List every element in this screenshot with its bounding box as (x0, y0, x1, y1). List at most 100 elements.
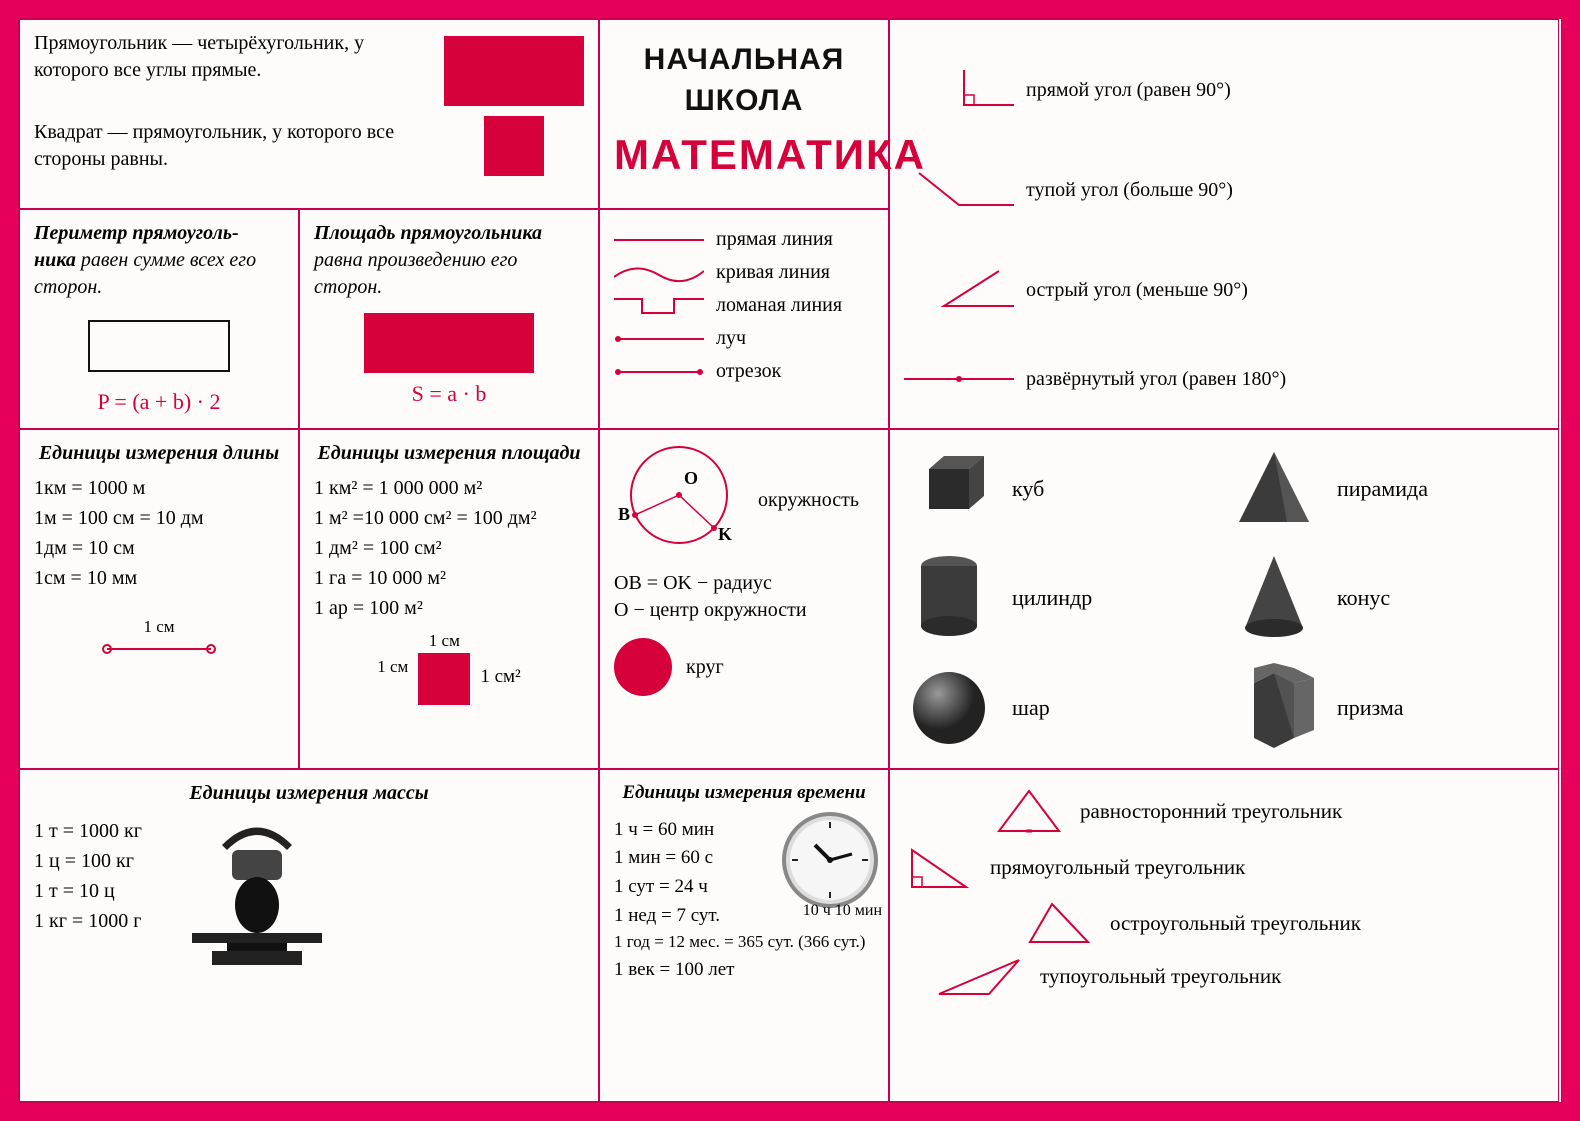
perimeter-formula: P = (a + b) · 2 (34, 387, 284, 417)
len-row-2: 1дм = 10 см (34, 535, 284, 562)
circle-diagram: O B K (614, 440, 744, 560)
solid-label-4: шар (1012, 693, 1050, 723)
ray-icon (614, 331, 704, 347)
sq-left: 1 см (377, 656, 408, 679)
ruler-label: 1 см (34, 616, 284, 639)
obtuse-triangle-icon (934, 954, 1024, 999)
area-row-0: 1 км² = 1 000 000 м² (314, 475, 584, 502)
area-formula: S = a · b (314, 379, 584, 409)
rect-def-text: Прямоугольник — четырёхугольник, у котор… (34, 30, 424, 84)
acute-angle-icon (904, 266, 1014, 316)
tri-label-3: тупоугольный треугольник (1040, 962, 1281, 990)
time-row-5: 1 век = 100 лет (614, 957, 874, 983)
panel-units-time: Единицы измерения времени 1 ч = 60 мин 1… (599, 769, 889, 1102)
radius-text: OB = OK − радиус (614, 570, 874, 597)
sq-top: 1 см (418, 630, 470, 653)
line-label-3: луч (716, 325, 746, 352)
svg-text:O: O (684, 468, 698, 488)
panel-solids: куб пирамида цилиндр конус шар призма (889, 429, 1559, 769)
units-length-heading: Единицы измерения длины (34, 440, 284, 467)
units-time-heading: Единицы измерения времени (614, 780, 874, 806)
cube-icon (904, 444, 994, 534)
mass-row-1: 1 ц = 100 кг (34, 848, 142, 875)
area-row-2: 1 дм² = 100 см² (314, 535, 584, 562)
units-mass-heading: Единицы измерения массы (34, 780, 584, 807)
cone-icon (1229, 548, 1319, 648)
area-row-3: 1 га = 10 000 м² (314, 565, 584, 592)
center-text: O − центр окружности (614, 597, 874, 624)
obtuse-angle-icon (904, 165, 1014, 215)
solid-label-5: призма (1337, 693, 1403, 723)
tri-label-2: остроугольный треугольник (1110, 909, 1361, 937)
straight-line-icon (614, 232, 704, 248)
title-line1: НАЧАЛЬНАЯ ШКОЛА (614, 40, 874, 121)
panel-perimeter: Периметр прямоуголь-ника равен сумме все… (19, 209, 299, 429)
angle-label-2: острый угол (меньше 90°) (1026, 277, 1248, 304)
perimeter-rect-outline (79, 311, 239, 381)
panel-angles-content: прямой угол (равен 90°) тупой угол (боль… (889, 19, 1559, 429)
prism-icon (1229, 658, 1319, 758)
curve-line-icon (614, 263, 704, 283)
line-label-1: кривая линия (716, 259, 830, 286)
disk-icon (614, 638, 672, 696)
area-row-1: 1 м² =10 000 см² = 100 дм² (314, 505, 584, 532)
len-row-1: 1м = 100 см = 10 дм (34, 505, 284, 532)
pyramid-icon (1229, 444, 1319, 534)
scale-icon (172, 815, 342, 975)
unit-square (418, 653, 470, 705)
panel-rect-square-def: Прямоугольник — четырёхугольник, у котор… (19, 19, 599, 209)
rectangle-shape (444, 36, 584, 106)
angle-label-1: тупой угол (больше 90°) (1026, 177, 1233, 204)
panel-lines: прямая линия кривая линия ломаная линия … (599, 209, 889, 429)
panel-area: Площадь прямоугольника равна произведени… (299, 209, 599, 429)
mass-row-3: 1 кг = 1000 г (34, 908, 142, 935)
square-def-text: Квадрат — прямоугольник, у которого все … (34, 119, 464, 173)
math-poster: Прямоугольник — четырёхугольник, у котор… (18, 18, 1562, 1103)
sphere-icon (904, 663, 994, 753)
panel-units-length: Единицы измерения длины 1км = 1000 м 1м … (19, 429, 299, 769)
line-label-2: ломаная линия (716, 292, 842, 319)
circle-label: окружность (758, 487, 859, 514)
solid-label-3: конус (1337, 583, 1390, 613)
svg-text:B: B (618, 504, 630, 524)
mass-row-0: 1 т = 1000 кг (34, 818, 142, 845)
len-row-0: 1км = 1000 м (34, 475, 284, 502)
title-line2: МАТЕМАТИКА (614, 127, 874, 184)
angle-label-3: развёрнутый угол (равен 180°) (1026, 366, 1286, 393)
area-row-4: 1 ар = 100 м² (314, 595, 584, 622)
cylinder-icon (904, 548, 994, 648)
line-label-0: прямая линия (716, 226, 833, 253)
disk-label: круг (686, 654, 724, 681)
svg-text:K: K (718, 524, 732, 544)
clock-icon (780, 810, 880, 910)
area-text-tail: равна произведению его сторон. (314, 249, 517, 298)
panel-title: НАЧАЛЬНАЯ ШКОЛА МАТЕМАТИКА (599, 19, 889, 209)
panel-units-area: Единицы измерения площади 1 км² = 1 000 … (299, 429, 599, 769)
line-label-4: отрезок (716, 358, 781, 385)
solid-label-2: цилиндр (1012, 583, 1092, 613)
ruler-icon (99, 640, 219, 658)
units-area-heading: Единицы измерения площади (314, 440, 584, 467)
square-shape (484, 116, 544, 176)
panel-triangles: равносторонний треугольник прямоугольный… (889, 769, 1559, 1102)
solid-label-0: куб (1012, 474, 1044, 504)
panel-circle: O B K окружность OB = OK − радиус O − це… (599, 429, 889, 769)
right-angle-icon (904, 65, 1014, 115)
len-row-3: 1см = 10 мм (34, 565, 284, 592)
mass-row-2: 1 т = 10 ц (34, 878, 142, 905)
units-length-list: 1км = 1000 м 1м = 100 см = 10 дм 1дм = 1… (34, 475, 284, 592)
straight-angle-icon (904, 369, 1014, 389)
units-area-list: 1 км² = 1 000 000 м² 1 м² =10 000 см² = … (314, 475, 584, 622)
panel-units-mass: Единицы измерения массы 1 т = 1000 кг 1 … (19, 769, 599, 1102)
right-triangle-icon (904, 842, 974, 892)
equilateral-triangle-icon (994, 786, 1064, 836)
solid-label-1: пирамида (1337, 474, 1428, 504)
angle-label-0: прямой угол (равен 90°) (1026, 77, 1231, 104)
tri-label-1: прямоугольный треугольник (990, 853, 1245, 881)
tri-label-0: равносторонний треугольник (1080, 797, 1342, 825)
segment-icon (614, 364, 704, 380)
broken-line-icon (614, 293, 704, 319)
area-rect (364, 313, 534, 373)
acute-triangle-icon (1024, 898, 1094, 948)
clock-label: 10 ч 10 мин (803, 900, 882, 922)
